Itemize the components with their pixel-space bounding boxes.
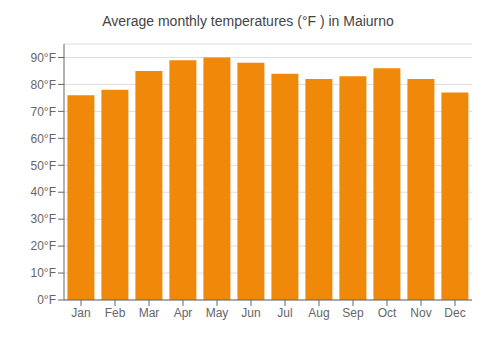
svg-text:Oct: Oct xyxy=(378,306,397,320)
svg-text:80°F: 80°F xyxy=(31,78,56,92)
svg-text:Sep: Sep xyxy=(342,306,364,320)
svg-text:Apr: Apr xyxy=(174,306,193,320)
svg-text:Jul: Jul xyxy=(277,306,292,320)
svg-text:May: May xyxy=(206,306,229,320)
svg-text:Feb: Feb xyxy=(105,306,126,320)
svg-text:70°F: 70°F xyxy=(31,105,56,119)
svg-text:0°F: 0°F xyxy=(37,293,56,307)
svg-text:20°F: 20°F xyxy=(31,239,56,253)
svg-text:Mar: Mar xyxy=(139,306,160,320)
svg-text:40°F: 40°F xyxy=(31,185,56,199)
svg-text:Dec: Dec xyxy=(444,306,465,320)
svg-text:Jun: Jun xyxy=(241,306,260,320)
html-text:Average monthly temperatures (: Average monthly temperatures (°F ) in Ma… xyxy=(102,13,394,29)
svg-text:60°F: 60°F xyxy=(31,132,56,146)
svg-text:50°F: 50°F xyxy=(31,159,56,173)
svg-text:90°F: 90°F xyxy=(31,51,56,65)
svg-text:Nov: Nov xyxy=(410,306,431,320)
svg-text:30°F: 30°F xyxy=(31,212,56,226)
svg-text:Aug: Aug xyxy=(308,306,329,320)
svg-text:10°F: 10°F xyxy=(31,266,56,280)
svg-text:Jan: Jan xyxy=(71,306,90,320)
